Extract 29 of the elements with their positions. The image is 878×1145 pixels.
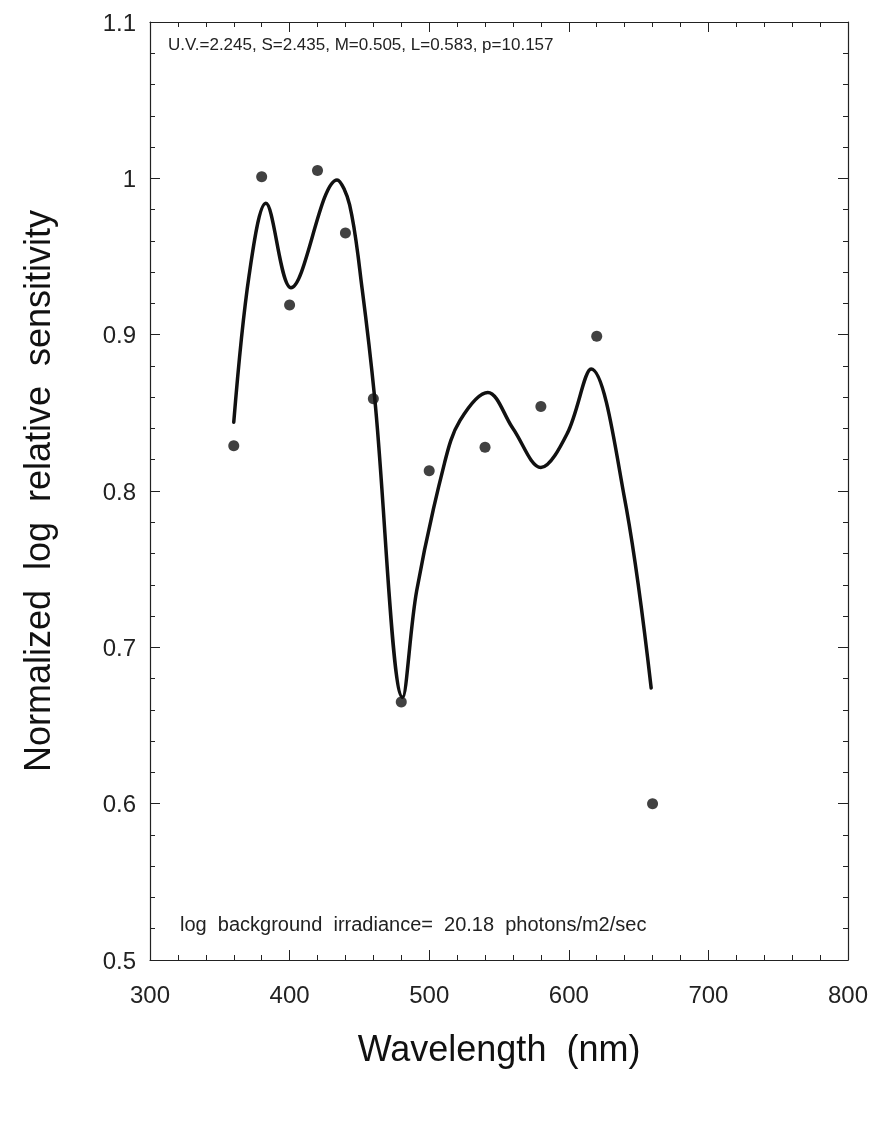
point — [228, 440, 240, 452]
y-axis-title: Normalized log relative sensitivity — [16, 209, 58, 773]
point — [535, 401, 547, 413]
x-tick-label: 300 — [129, 980, 171, 1008]
x-tick-label: 500 — [409, 980, 450, 1008]
point — [395, 696, 407, 708]
point — [479, 441, 491, 453]
x-axis-title: Wavelength (nm) — [357, 1027, 641, 1069]
point — [284, 299, 296, 311]
y-tick-label: 0.9 — [102, 321, 136, 349]
x-tick-label: 800 — [827, 980, 869, 1008]
point — [367, 393, 379, 405]
annotation: log background irradiance= 20.18 photons/m2/sec — [180, 913, 647, 935]
point — [312, 165, 324, 177]
y-tick-label: 0.7 — [102, 633, 136, 661]
annotation: U.V.=2.245, S=2.435, M=0.505, L=0.583, p=10.157 — [168, 35, 554, 54]
y-tick-label: 0.8 — [102, 477, 136, 505]
point — [256, 171, 268, 183]
y-tick-label: 0.6 — [102, 790, 136, 818]
x-tick-label: 700 — [688, 980, 729, 1008]
y-tick-label: 1 — [122, 164, 136, 192]
x-tick-label: 600 — [548, 980, 589, 1008]
point — [591, 330, 603, 342]
y-tick-label: 1.1 — [102, 8, 136, 36]
y-tick-label: 0.5 — [102, 946, 136, 974]
point — [423, 465, 435, 477]
x-tick-label: 400 — [269, 980, 310, 1008]
point — [647, 798, 659, 810]
point — [339, 227, 351, 239]
